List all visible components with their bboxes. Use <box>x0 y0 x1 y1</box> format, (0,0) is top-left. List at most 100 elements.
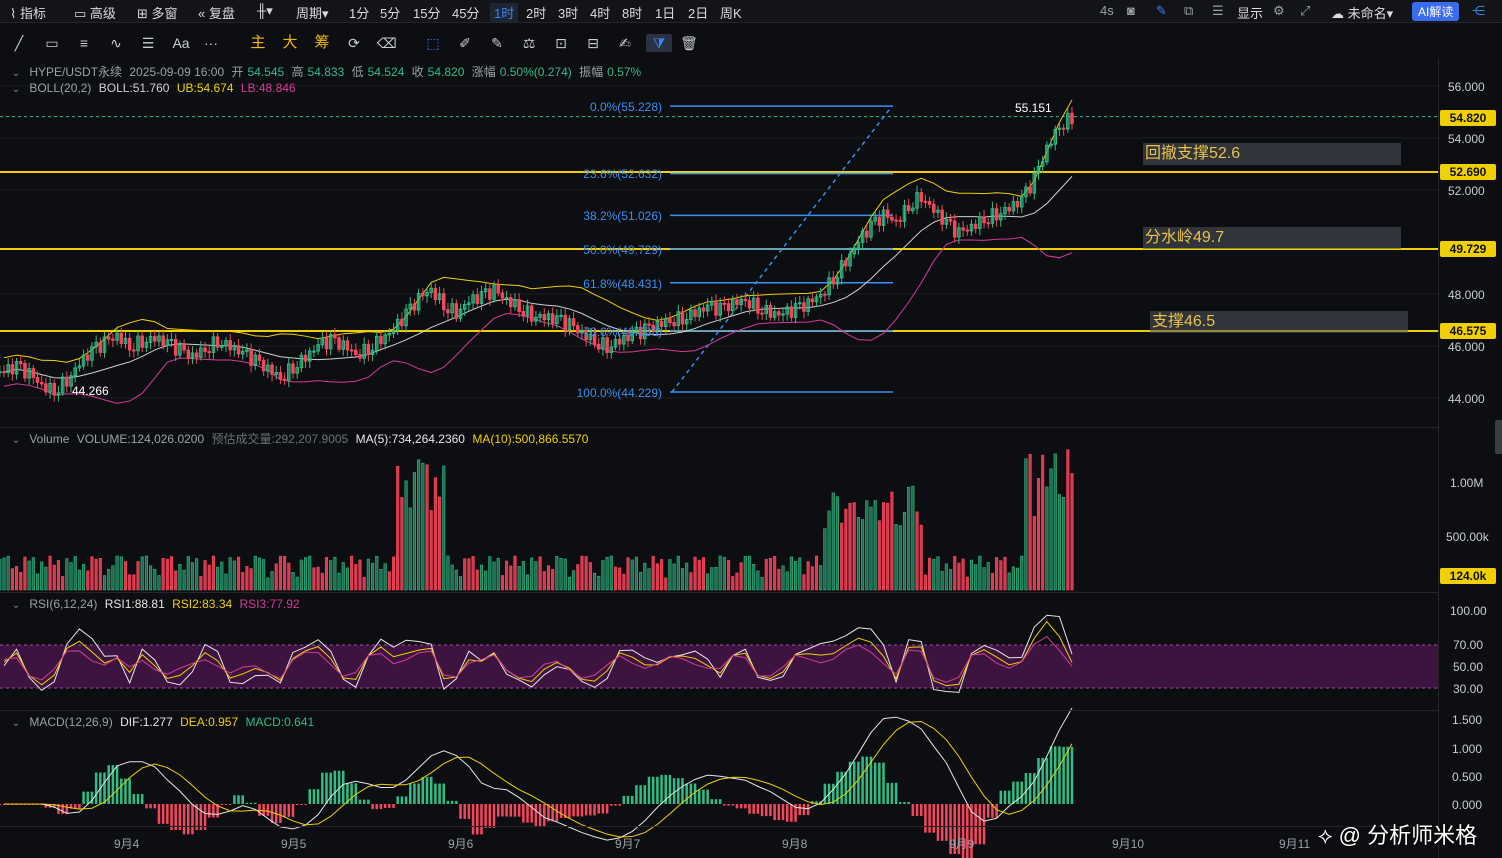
candle-body <box>467 302 471 305</box>
support-zone-label[interactable]: 回撤支撑52.6 <box>1143 143 1401 165</box>
text-tool-icon[interactable]: Aa <box>172 35 190 51</box>
fib-level-label[interactable]: 50.0%(49.729) <box>583 243 662 257</box>
candle-type-button[interactable]: ╫▾ <box>257 3 273 19</box>
support-zone-label[interactable]: 支撑46.5 <box>1150 311 1408 333</box>
collapse-icon[interactable]: ⌄ <box>11 718 21 729</box>
interval-3[interactable]: 45分 <box>452 6 480 21</box>
candle-body <box>617 339 622 345</box>
candle-body <box>442 293 446 311</box>
candle-body <box>605 337 609 353</box>
volume-bar <box>936 556 940 591</box>
big-order-tool[interactable]: 大 <box>282 34 298 51</box>
settings-icon[interactable]: ⚙ <box>1273 3 1285 18</box>
fib-level-label[interactable]: 38.2%(51.026) <box>583 209 662 223</box>
more-tools-icon[interactable]: ··· <box>204 35 218 51</box>
volume-bar <box>777 568 781 591</box>
macd-bar <box>559 804 563 818</box>
volume-bar <box>400 497 404 591</box>
fib-level-label[interactable]: 61.8%(48.431) <box>583 277 662 291</box>
interval-10[interactable]: 2日 <box>688 6 709 21</box>
macd-bar <box>991 804 994 818</box>
refresh-rate[interactable]: 4s <box>1100 3 1114 18</box>
multi-window-menu[interactable]: ⊞ 多窗 <box>137 6 178 21</box>
candle-body <box>1019 196 1024 208</box>
volume-bar <box>781 565 785 591</box>
candle-body <box>919 192 923 202</box>
collapse-icon[interactable]: ⌄ <box>11 68 21 79</box>
lock-icon[interactable]: ⊡ <box>555 35 567 51</box>
trash-icon[interactable]: 🗑 <box>680 35 698 51</box>
fib-level-label[interactable]: 100.0%(44.229) <box>576 386 662 400</box>
filter-icon[interactable]: ⧩ <box>646 34 672 52</box>
fib-level-label[interactable]: 78.6%(46.583) <box>583 325 662 339</box>
interval-7[interactable]: 4时 <box>590 6 611 21</box>
main-force-tool[interactable]: 主 <box>250 34 266 51</box>
ai-interpret-button[interactable]: AI解读 <box>1412 2 1460 21</box>
collapse-icon[interactable]: ⌄ <box>11 84 21 95</box>
candle-body <box>224 340 228 347</box>
macd-bar <box>584 804 588 816</box>
period-menu[interactable]: 周期▾ <box>296 6 329 21</box>
magnet-icon[interactable]: ⟳ <box>348 35 360 51</box>
interval-1[interactable]: 5分 <box>380 6 401 21</box>
volume-bar <box>249 568 253 591</box>
interval-9[interactable]: 1日 <box>655 6 676 21</box>
candle-body <box>52 382 57 396</box>
interval-8[interactable]: 8时 <box>622 6 643 21</box>
watershed-zone-label[interactable]: 分水岭49.7 <box>1143 227 1401 249</box>
pencil-icon[interactable]: ✍ <box>619 35 631 51</box>
interval-5[interactable]: 2时 <box>526 6 547 21</box>
interval-6[interactable]: 3时 <box>558 6 579 21</box>
fib-level-label[interactable]: 23.6%(52.632) <box>583 167 662 181</box>
advanced-menu[interactable]: ▭ 高级 <box>74 6 116 21</box>
pen-icon[interactable]: ✎ <box>1156 3 1167 18</box>
select-icon[interactable]: ⬚ <box>426 35 440 51</box>
ruler-icon[interactable]: ✐ <box>459 35 471 51</box>
interval-0[interactable]: 1分 <box>349 6 370 21</box>
volume-bar <box>299 559 303 591</box>
candle-body <box>182 344 186 351</box>
volume-bar <box>886 502 890 591</box>
fullscreen-icon[interactable]: ⤢ <box>1300 3 1311 18</box>
interval-11[interactable]: 周K <box>720 6 742 21</box>
collapse-icon[interactable]: ⌄ <box>11 435 21 446</box>
interval-2[interactable]: 15分 <box>413 6 441 21</box>
replay-menu[interactable]: « 复盘 <box>198 6 235 21</box>
wave-icon[interactable]: ∿ <box>110 35 122 51</box>
trendline-icon[interactable]: ╱ <box>14 35 24 51</box>
indicators-menu[interactable]: ⌇ 指标 <box>10 6 46 21</box>
cloud-layout-menu[interactable]: ☁ 未命名▾ <box>1331 6 1394 21</box>
eraser-icon[interactable]: ⌫ <box>377 35 397 51</box>
macd-bar <box>647 776 651 804</box>
parallel-lines-icon[interactable]: ≡ <box>79 35 89 51</box>
rectangle-icon[interactable]: ▭ <box>45 35 59 51</box>
candle-body <box>458 308 463 319</box>
axis-divider <box>1438 58 1439 858</box>
popout-icon[interactable]: ⧉ <box>1184 3 1194 18</box>
candle-body <box>1024 186 1028 198</box>
list-icon[interactable]: ☰ <box>1212 3 1224 18</box>
chip-tool[interactable]: 筹 <box>314 34 330 51</box>
volume-axis-label: 500.00k <box>1446 530 1489 544</box>
side-panel-toggle[interactable] <box>1495 420 1502 454</box>
fib-icon[interactable]: ☰ <box>141 35 155 51</box>
notes-icon[interactable]: ⊟ <box>587 35 599 51</box>
display-menu[interactable]: 显示 <box>1237 6 1264 21</box>
interval-4[interactable]: 1时 <box>490 3 519 22</box>
macd-bar <box>794 804 797 822</box>
camera-icon[interactable]: ◙ <box>1127 3 1135 18</box>
macd-bar <box>643 785 647 804</box>
compare-icon[interactable]: ⚖ <box>522 35 536 51</box>
macd-bar <box>999 790 1003 804</box>
volume-bar <box>324 557 329 591</box>
macd-bar <box>442 783 446 804</box>
collapse-icon[interactable]: ⌄ <box>11 600 21 611</box>
fib-level-label[interactable]: 0.0%(55.228) <box>589 100 662 114</box>
share-icon[interactable]: ⋲ <box>1472 3 1485 18</box>
macd-bar <box>182 804 186 835</box>
candle-body <box>2 371 6 374</box>
candle-body <box>483 288 488 293</box>
chart-area[interactable] <box>0 58 1438 858</box>
brush-icon[interactable]: ✎ <box>491 35 503 51</box>
candle-body <box>349 349 354 352</box>
